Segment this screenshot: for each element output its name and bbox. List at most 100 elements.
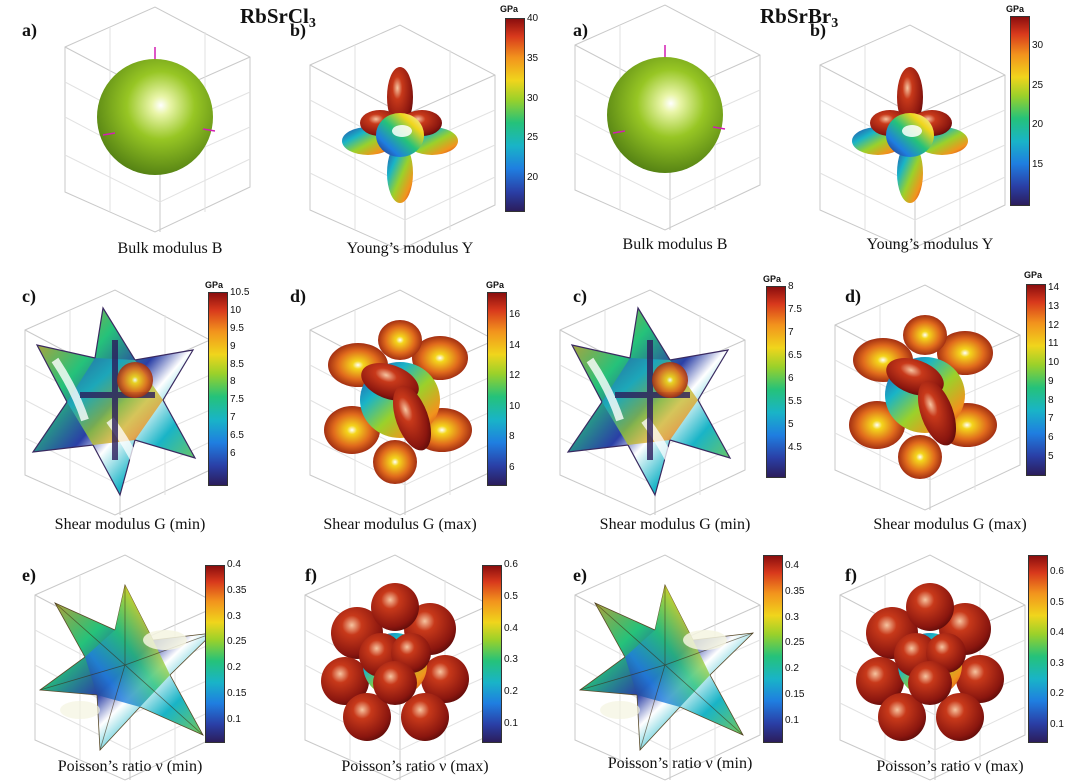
colorbar-ticks-br-shear-max: 14 13 12 11 10 9 8 7 6 5 (1048, 282, 1078, 462)
unit-br-shear-min: GPa (763, 274, 782, 284)
title-left-sub: 3 (308, 16, 316, 31)
title-left-main: RbSrCl (240, 4, 309, 28)
tick: 6 (230, 447, 236, 459)
colorbar-cl-young (505, 18, 525, 212)
tick: 8 (788, 281, 794, 292)
tick: 4.5 (788, 442, 802, 453)
tick: 0.3 (504, 654, 518, 666)
tick: 8.5 (230, 358, 244, 370)
panel-letter-b-left: b) (290, 20, 307, 40)
colorbar-cl-shear-max (487, 292, 507, 486)
tick: 15 (1032, 158, 1044, 170)
panel-letter-f-right: f) (845, 565, 857, 585)
br-shear-min-plot (559, 289, 746, 516)
caption-cl-young: Young’s modulus Y (346, 240, 474, 257)
panel-letter-f-left: f) (305, 565, 317, 585)
unit-cl-shear-min: GPa (205, 280, 224, 290)
tick: 20 (1032, 119, 1044, 131)
colorbar-ticks-br-poisson-min: 0.4 0.35 0.3 0.25 0.2 0.15 0.1 (785, 560, 815, 726)
colorbar-cl-shear-min (208, 292, 228, 486)
tick: 7.5 (230, 394, 244, 406)
panel-letter-a-left: a) (22, 20, 37, 40)
tick: 6 (509, 461, 515, 473)
tick: 0.1 (1050, 718, 1064, 730)
panel-letter-e-right: e) (573, 565, 587, 585)
tick: 0.35 (785, 585, 805, 597)
colorbar-ticks-cl-young: 40 35 30 25 20 (527, 13, 557, 183)
br-poisson-max-plot (839, 554, 1026, 781)
tick: 5.5 (788, 396, 802, 407)
tick: 30 (527, 92, 539, 104)
tick: 35 (527, 52, 539, 64)
tick: 0.15 (785, 689, 805, 701)
cl-shear-min-plot (24, 289, 211, 516)
tick: 9 (1048, 375, 1054, 387)
cl-poisson-min-plot (34, 554, 221, 781)
tick: 7 (788, 327, 794, 338)
tick: 12 (509, 370, 521, 382)
tick: 30 (1032, 40, 1044, 51)
panel-letter-d-left: d) (290, 286, 307, 306)
tick: 10 (230, 304, 242, 316)
colorbar-cl-poisson-max (482, 565, 502, 743)
tick: 0.4 (785, 560, 799, 571)
title-rbsrbr3: RbSrBr3 (760, 4, 838, 32)
tick: 10 (509, 400, 521, 412)
tick: 7 (1048, 413, 1054, 425)
tick: 0.2 (785, 663, 799, 675)
tick: 6 (788, 373, 794, 384)
tick: 0.3 (785, 611, 799, 623)
tick: 5 (788, 419, 794, 430)
panel-letter-a-right: a) (573, 20, 588, 40)
cl-young-plot (309, 24, 496, 251)
caption-br-shear-max: Shear modulus G (max) (873, 516, 1027, 533)
tick: 9.5 (230, 322, 244, 334)
br-shear-max-plot (834, 284, 1021, 511)
cl-bulk-plot (64, 6, 251, 233)
tick: 6.5 (788, 350, 802, 361)
tick: 0.3 (227, 610, 241, 622)
tick: 0.6 (504, 559, 518, 570)
br-poisson-min-plot (574, 554, 761, 781)
colorbar-ticks-br-shear-min: 8 7.5 7 6.5 6 5.5 5 4.5 (788, 281, 818, 453)
caption-cl-poisson-max: Poisson’s ratio ν (max) (341, 758, 489, 775)
tick: 7 (230, 412, 236, 424)
colorbar-br-young (1010, 16, 1030, 206)
unit-cl-shear-max: GPa (486, 280, 505, 290)
title-right-main: RbSrBr (760, 4, 832, 28)
panel-letter-d-right: d) (845, 286, 862, 306)
colorbar-br-shear-min (766, 286, 786, 478)
caption-cl-shear-max: Shear modulus G (max) (323, 516, 477, 533)
tick: 0.4 (227, 559, 241, 570)
tick: 11 (1048, 338, 1059, 350)
panel-letter-b-right: b) (810, 20, 827, 40)
title-right-sub: 3 (831, 16, 839, 31)
unit-br-young: GPa (1006, 4, 1025, 14)
br-bulk-plot (574, 4, 761, 231)
tick: 14 (1048, 282, 1060, 293)
tick: 0.5 (504, 590, 518, 602)
cl-poisson-max-plot (304, 554, 491, 781)
tick: 10.5 (230, 287, 250, 298)
tick: 0.15 (227, 688, 247, 700)
unit-br-shear-max: GPa (1024, 270, 1043, 280)
tick: 25 (1032, 79, 1044, 91)
colorbar-ticks-cl-poisson-max: 0.6 0.5 0.4 0.3 0.2 0.1 (504, 559, 534, 729)
tick: 0.1 (504, 717, 518, 729)
tick: 8 (509, 431, 515, 443)
caption-br-poisson-max: Poisson’s ratio ν (max) (876, 758, 1024, 775)
tick: 0.35 (227, 584, 247, 596)
colorbar-ticks-br-poisson-max: 0.6 0.5 0.4 0.3 0.2 0.1 (1050, 566, 1078, 730)
tick: 8 (230, 376, 236, 388)
tick: 10 (1048, 357, 1060, 369)
tick: 0.25 (785, 637, 805, 649)
colorbar-ticks-cl-shear-min: 10.5 10 9.5 9 8.5 8 7.5 7 6.5 6 (230, 287, 260, 459)
caption-cl-poisson-min: Poisson’s ratio ν (min) (57, 758, 203, 775)
tick: 0.2 (1050, 688, 1064, 700)
cl-shear-max-plot (309, 289, 496, 516)
caption-br-bulk: Bulk modulus B (622, 236, 728, 253)
colorbar-br-poisson-min (763, 555, 783, 743)
unit-cl-young: GPa (500, 4, 519, 14)
tick: 13 (1048, 300, 1060, 312)
tick: 6.5 (230, 430, 244, 441)
